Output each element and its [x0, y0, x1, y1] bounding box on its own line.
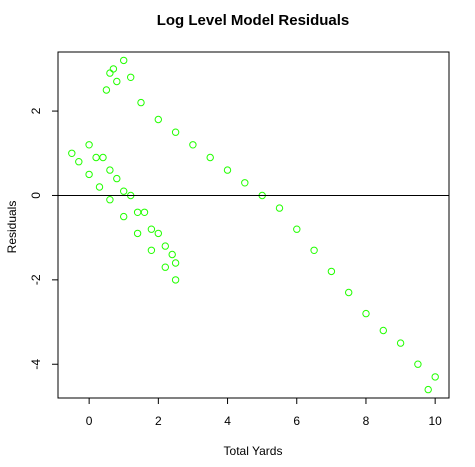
data-point: [137, 98, 145, 107]
data-point: [113, 77, 121, 86]
x-tick-label: 0: [86, 414, 93, 428]
data-point: [189, 141, 197, 149]
data-point: [154, 229, 163, 238]
data-point: [327, 267, 336, 276]
chart-title: Log Level Model Residuals: [157, 12, 350, 29]
y-tick-label: 0: [29, 192, 43, 199]
data-point: [206, 153, 214, 162]
data-point: [362, 309, 370, 318]
data-point: [120, 56, 128, 65]
x-tick-label: 2: [155, 414, 162, 428]
data-point: [109, 65, 118, 73]
data-point: [133, 229, 142, 238]
y-tick-label: -4: [29, 359, 43, 370]
x-axis-label: Total Yards: [224, 444, 283, 458]
data-point: [106, 196, 114, 204]
data-point: [310, 246, 318, 255]
data-point: [414, 360, 422, 368]
data-point: [147, 246, 156, 255]
data-point: [120, 187, 128, 195]
data-point: [75, 158, 83, 166]
y-tick-label: 2: [29, 107, 43, 114]
points-layer: [68, 56, 439, 394]
data-point: [120, 212, 128, 221]
data-point: [102, 86, 111, 94]
data-point: [127, 73, 135, 82]
data-point: [241, 179, 249, 187]
data-point: [99, 153, 107, 162]
data-point: [85, 141, 93, 149]
data-point: [345, 288, 353, 297]
x-tick-label: 4: [224, 414, 231, 428]
data-point: [171, 259, 180, 267]
data-point: [92, 153, 100, 162]
data-point: [133, 208, 142, 217]
data-point: [223, 166, 232, 174]
x-tick-label: 8: [363, 414, 370, 428]
data-point: [161, 263, 170, 271]
data-point: [106, 166, 114, 174]
x-tick-label: 10: [428, 414, 442, 428]
data-point: [68, 149, 76, 158]
data-point: [154, 115, 163, 124]
x-axis: 0 2 4 6 8 10: [86, 397, 442, 428]
y-tick-label: -2: [29, 274, 43, 285]
y-axis: -4 -2 0 2: [29, 107, 59, 370]
data-point: [168, 250, 176, 259]
data-point: [140, 208, 149, 217]
data-point: [379, 326, 387, 335]
data-point: [171, 276, 180, 284]
data-point: [161, 242, 170, 250]
y-axis-label: Residuals: [5, 201, 19, 254]
data-point: [106, 69, 114, 77]
data-point: [95, 183, 104, 191]
data-point: [85, 170, 93, 179]
data-point: [293, 225, 301, 233]
plot-frame: [57, 51, 450, 399]
data-point: [275, 204, 284, 212]
data-point: [113, 174, 121, 183]
data-point: [396, 339, 405, 347]
x-tick-label: 6: [293, 414, 300, 428]
data-point: [171, 128, 180, 136]
data-point: [431, 373, 439, 381]
data-point: [424, 385, 432, 394]
data-point: [147, 225, 156, 233]
